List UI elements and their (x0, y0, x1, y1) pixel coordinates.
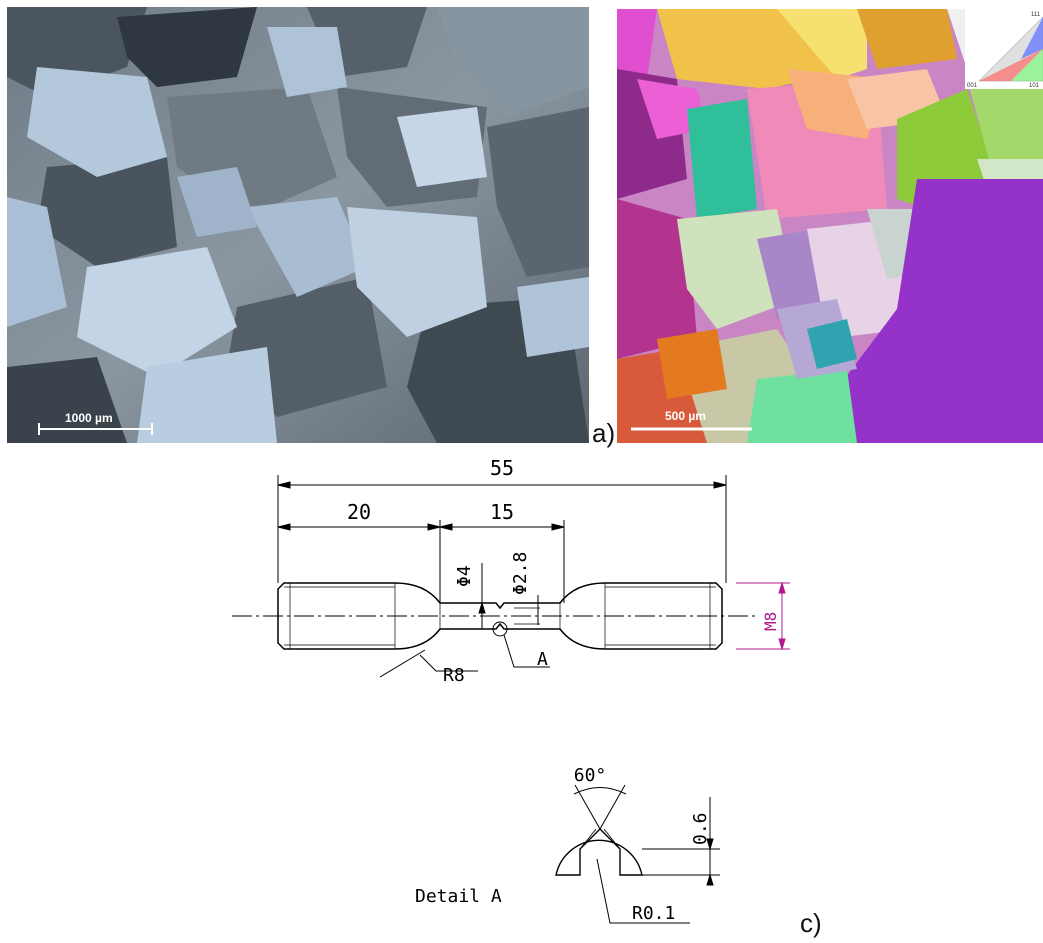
detail-a-view (555, 828, 643, 876)
optical-scale-bar-label: 1000 µm (65, 411, 113, 425)
detail-depth: 0.6 (690, 812, 711, 845)
dim-grip-length: 20 (347, 500, 371, 524)
dim-notch-diameter: Φ2.8 (510, 552, 531, 595)
panel-label-c: c) (800, 908, 822, 938)
dim-gauge-length: 15 (490, 500, 514, 524)
ebsd-map-image: 001 101 111 (617, 9, 1043, 443)
ebsd-orientation-map: 001 101 111 500 µm (617, 9, 1043, 443)
detail-title: Detail A (415, 886, 502, 907)
ipf-key-001: 001 (967, 83, 978, 89)
detail-root-radius: R0.1 (632, 903, 675, 924)
dim-thread: M8 (761, 612, 780, 631)
ipf-key-101: 101 (1029, 83, 1040, 89)
detail-callout: A (537, 649, 548, 670)
specimen-drawing: 55 20 15 Φ4 Φ2.8 M8 R8 A Detail A 60° 0.… (232, 456, 790, 924)
optical-micrograph-image (7, 7, 589, 443)
dim-gauge-diameter: Φ4 (454, 565, 475, 587)
dim-fillet-radius: R8 (443, 665, 465, 686)
specimen-outline (277, 582, 723, 650)
detail-angle: 60° (574, 765, 607, 786)
ebsd-scale-bar-label: 500 µm (665, 409, 706, 423)
panel-label-a: a) (592, 418, 616, 448)
dim-total-length: 55 (490, 456, 514, 480)
ipf-color-key: 001 101 111 (965, 9, 1043, 89)
ipf-key-111: 111 (1031, 12, 1041, 18)
optical-micrograph: 1000 µm (7, 7, 589, 443)
